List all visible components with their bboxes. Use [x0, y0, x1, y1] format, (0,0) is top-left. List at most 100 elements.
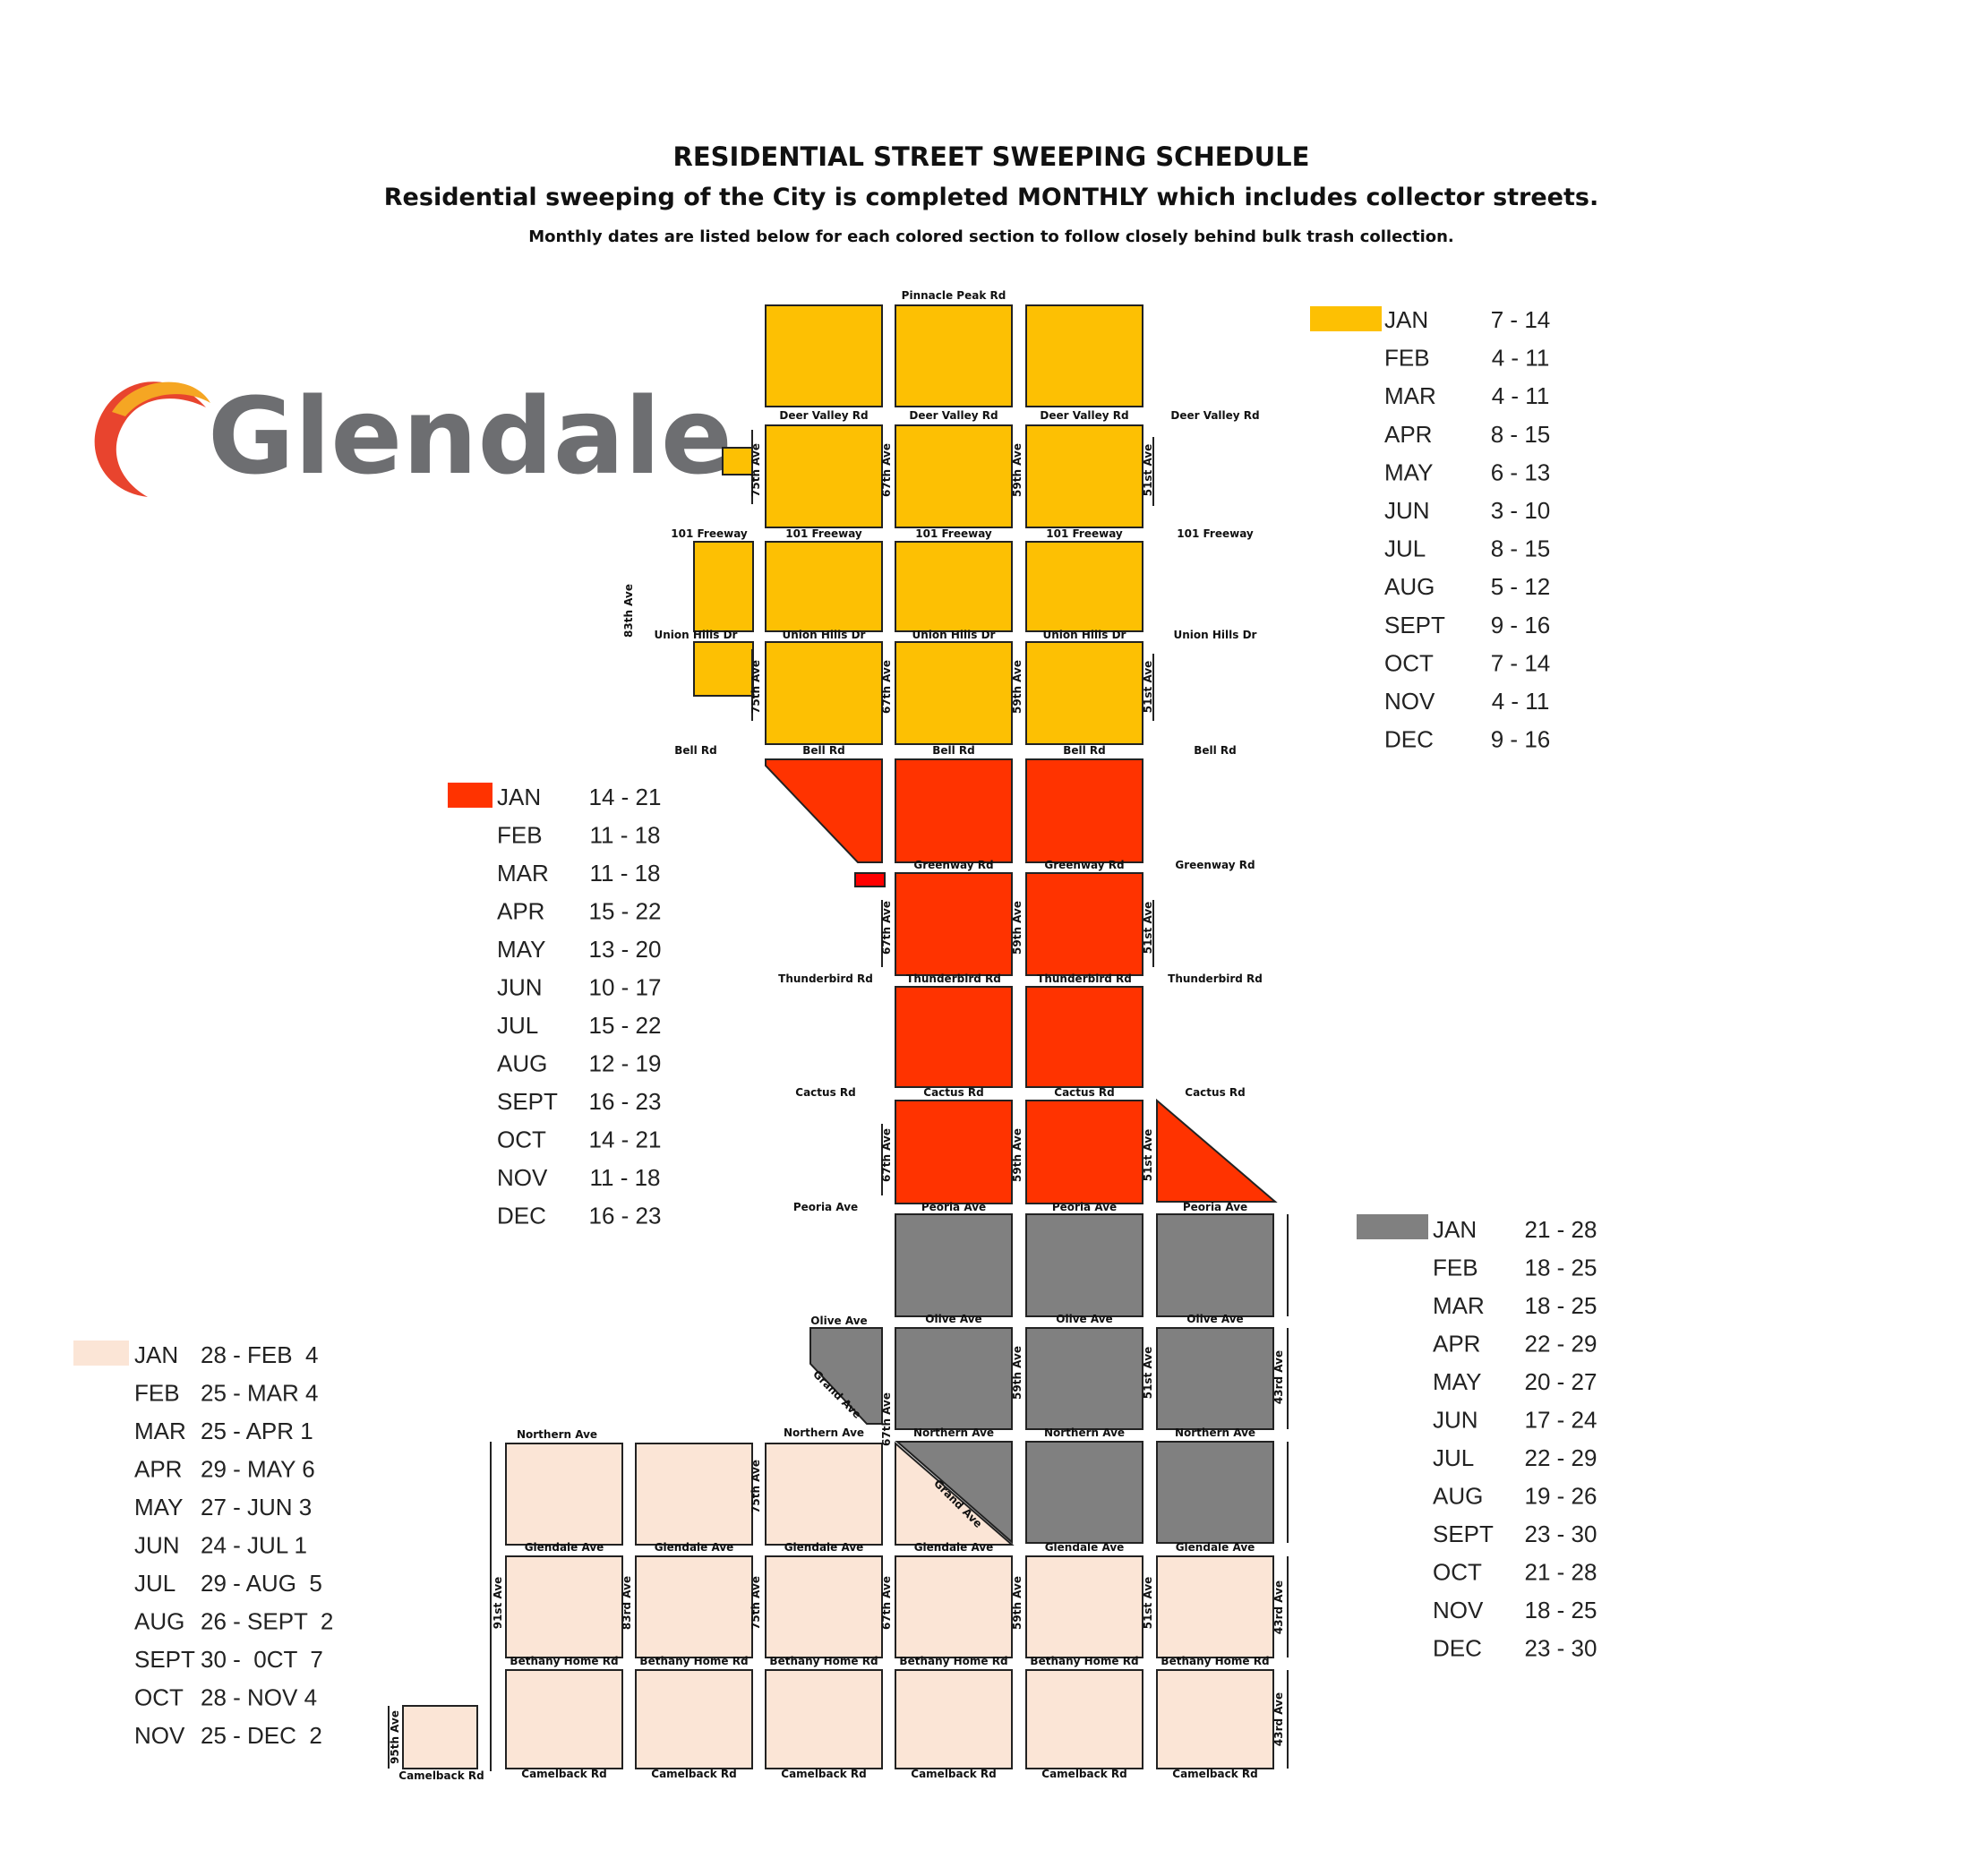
yellow-block [693, 541, 754, 632]
road-label: 101 Freeway [785, 527, 862, 540]
legend-month: AUG [497, 1050, 547, 1077]
road-label: Bethany Home Rd [1030, 1655, 1138, 1667]
avenue-label: 67th Ave [880, 443, 893, 497]
peach-block [765, 1443, 883, 1546]
legend-dates: 29 - AUG 5 [201, 1570, 322, 1597]
peach-block [635, 1669, 753, 1769]
road-label: Glendale Ave [784, 1541, 864, 1554]
legend-month: SEPT [1384, 612, 1445, 638]
road-label: 101 Freeway [1046, 527, 1123, 540]
avenue-label: 51st Ave [1142, 902, 1154, 955]
legend-month: SEPT [497, 1088, 558, 1115]
legend-dates: 26 - SEPT 2 [201, 1608, 333, 1635]
legend-dates: 13 - 20 [589, 936, 662, 963]
legend-dates: 29 - MAY 6 [201, 1456, 315, 1483]
glendale-swoosh-logo-icon [94, 381, 210, 497]
legend-month: JUL [1433, 1444, 1474, 1471]
legend-dates: 25 - MAR 4 [201, 1380, 319, 1407]
legend-month: OCT [134, 1684, 184, 1711]
legend-dates: 22 - 29 [1525, 1444, 1597, 1471]
legend-month: DEC [497, 1203, 546, 1229]
road-label: Cactus Rd [1185, 1086, 1245, 1099]
red-block [895, 986, 1013, 1088]
legend-month: OCT [1433, 1559, 1482, 1586]
avenue-label: 43rd Ave [1272, 1692, 1285, 1746]
gray-block [895, 1213, 1013, 1317]
legend-dates: 11 - 18 [589, 860, 660, 887]
road-label: Cactus Rd [923, 1086, 983, 1099]
legend-dates: 14 - 21 [589, 1126, 662, 1153]
red-block [1025, 1100, 1143, 1204]
avenue-label: 67th Ave [880, 1128, 893, 1182]
legend-dates: 4 - 11 [1492, 382, 1550, 409]
legend-month: JUN [134, 1532, 180, 1559]
road-label: Greenway Rd [913, 859, 993, 871]
legend-swatch-gray [1357, 1214, 1428, 1239]
gray-block [809, 1327, 883, 1425]
legend-dates: 11 - 18 [589, 822, 660, 849]
road-label: Union Hills Dr [783, 629, 866, 641]
legend-dates: 20 - 27 [1525, 1368, 1597, 1395]
avenue-label: 67th Ave [880, 1576, 893, 1630]
red-block [1025, 986, 1143, 1088]
gray-block [1156, 1441, 1274, 1544]
legend-dates: 28 - NOV 4 [201, 1684, 317, 1711]
yellow-block [1025, 641, 1143, 745]
avenue-label: 43rd Ave [1272, 1580, 1285, 1634]
red-block [895, 872, 1013, 976]
peach-block [765, 1669, 883, 1769]
legend-month: JUL [497, 1012, 538, 1039]
yellow-block [765, 424, 883, 528]
avenue-label: 51st Ave [1142, 661, 1154, 714]
legend-dates: 5 - 12 [1491, 573, 1551, 600]
road-label: Bell Rd [802, 744, 845, 757]
road-label: Northern Ave [1175, 1426, 1255, 1439]
red-block [895, 1100, 1013, 1204]
legend-month: FEB [134, 1380, 180, 1407]
legend-month: FEB [1384, 345, 1430, 372]
road-label: Union Hills Dr [912, 629, 996, 641]
legend-month: FEB [1433, 1255, 1478, 1281]
road-label: Bethany Home Rd [510, 1655, 618, 1667]
legend-month: JUN [1384, 497, 1430, 524]
road-label: Olive Ave [1186, 1313, 1243, 1325]
road-label: Deer Valley Rd [1040, 409, 1128, 422]
avenue-label: 59th Ave [1011, 1346, 1024, 1400]
avenue-label: 59th Ave [1011, 1576, 1024, 1630]
legend-dates: 8 - 15 [1491, 535, 1551, 562]
legend-dates: 17 - 24 [1525, 1407, 1597, 1434]
legend-month: NOV [1433, 1597, 1484, 1623]
legend-month: DEC [1433, 1635, 1482, 1662]
peach-block [635, 1555, 753, 1658]
road-label: Deer Valley Rd [1170, 409, 1259, 422]
peach-block [1025, 1669, 1143, 1769]
road-label: Pinnacle Peak Rd [902, 289, 1006, 302]
legend-dates: 16 - 23 [589, 1088, 662, 1115]
avenue-labels: 75th Ave 67th Ave 59th Ave 51st Ave 83th… [389, 443, 1285, 1764]
legend-month: SEPT [1433, 1521, 1494, 1547]
gray-block [895, 1327, 1013, 1430]
avenue-label: 51st Ave [1142, 1129, 1154, 1182]
red-block [1025, 872, 1143, 976]
avenue-label: 67th Ave [880, 1392, 893, 1446]
yellow-section [693, 304, 1154, 745]
road-label: Glendale Ave [1045, 1541, 1125, 1554]
peach-block [505, 1443, 623, 1546]
legend-month: SEPT [134, 1646, 195, 1673]
avenue-label: 67th Ave [880, 901, 893, 955]
road-label: Glendale Ave [914, 1541, 994, 1554]
gray-section [809, 1213, 1289, 1545]
legend-month: JUN [497, 974, 543, 1001]
road-label: Peoria Ave [1183, 1201, 1247, 1213]
peach-section [388, 1441, 1289, 1771]
avenue-label: 75th Ave [749, 443, 762, 497]
legend-dates: 24 - JUL 1 [201, 1532, 307, 1559]
legend-dates: 28 - FEB 4 [201, 1341, 319, 1368]
legend-month: OCT [1384, 649, 1434, 676]
red-block [895, 758, 1013, 863]
legend-dates: 12 - 19 [589, 1050, 662, 1077]
legend-dates: 15 - 22 [589, 898, 662, 925]
legend-dates: 15 - 22 [589, 1012, 662, 1039]
road-label: 101 Freeway [915, 527, 992, 540]
